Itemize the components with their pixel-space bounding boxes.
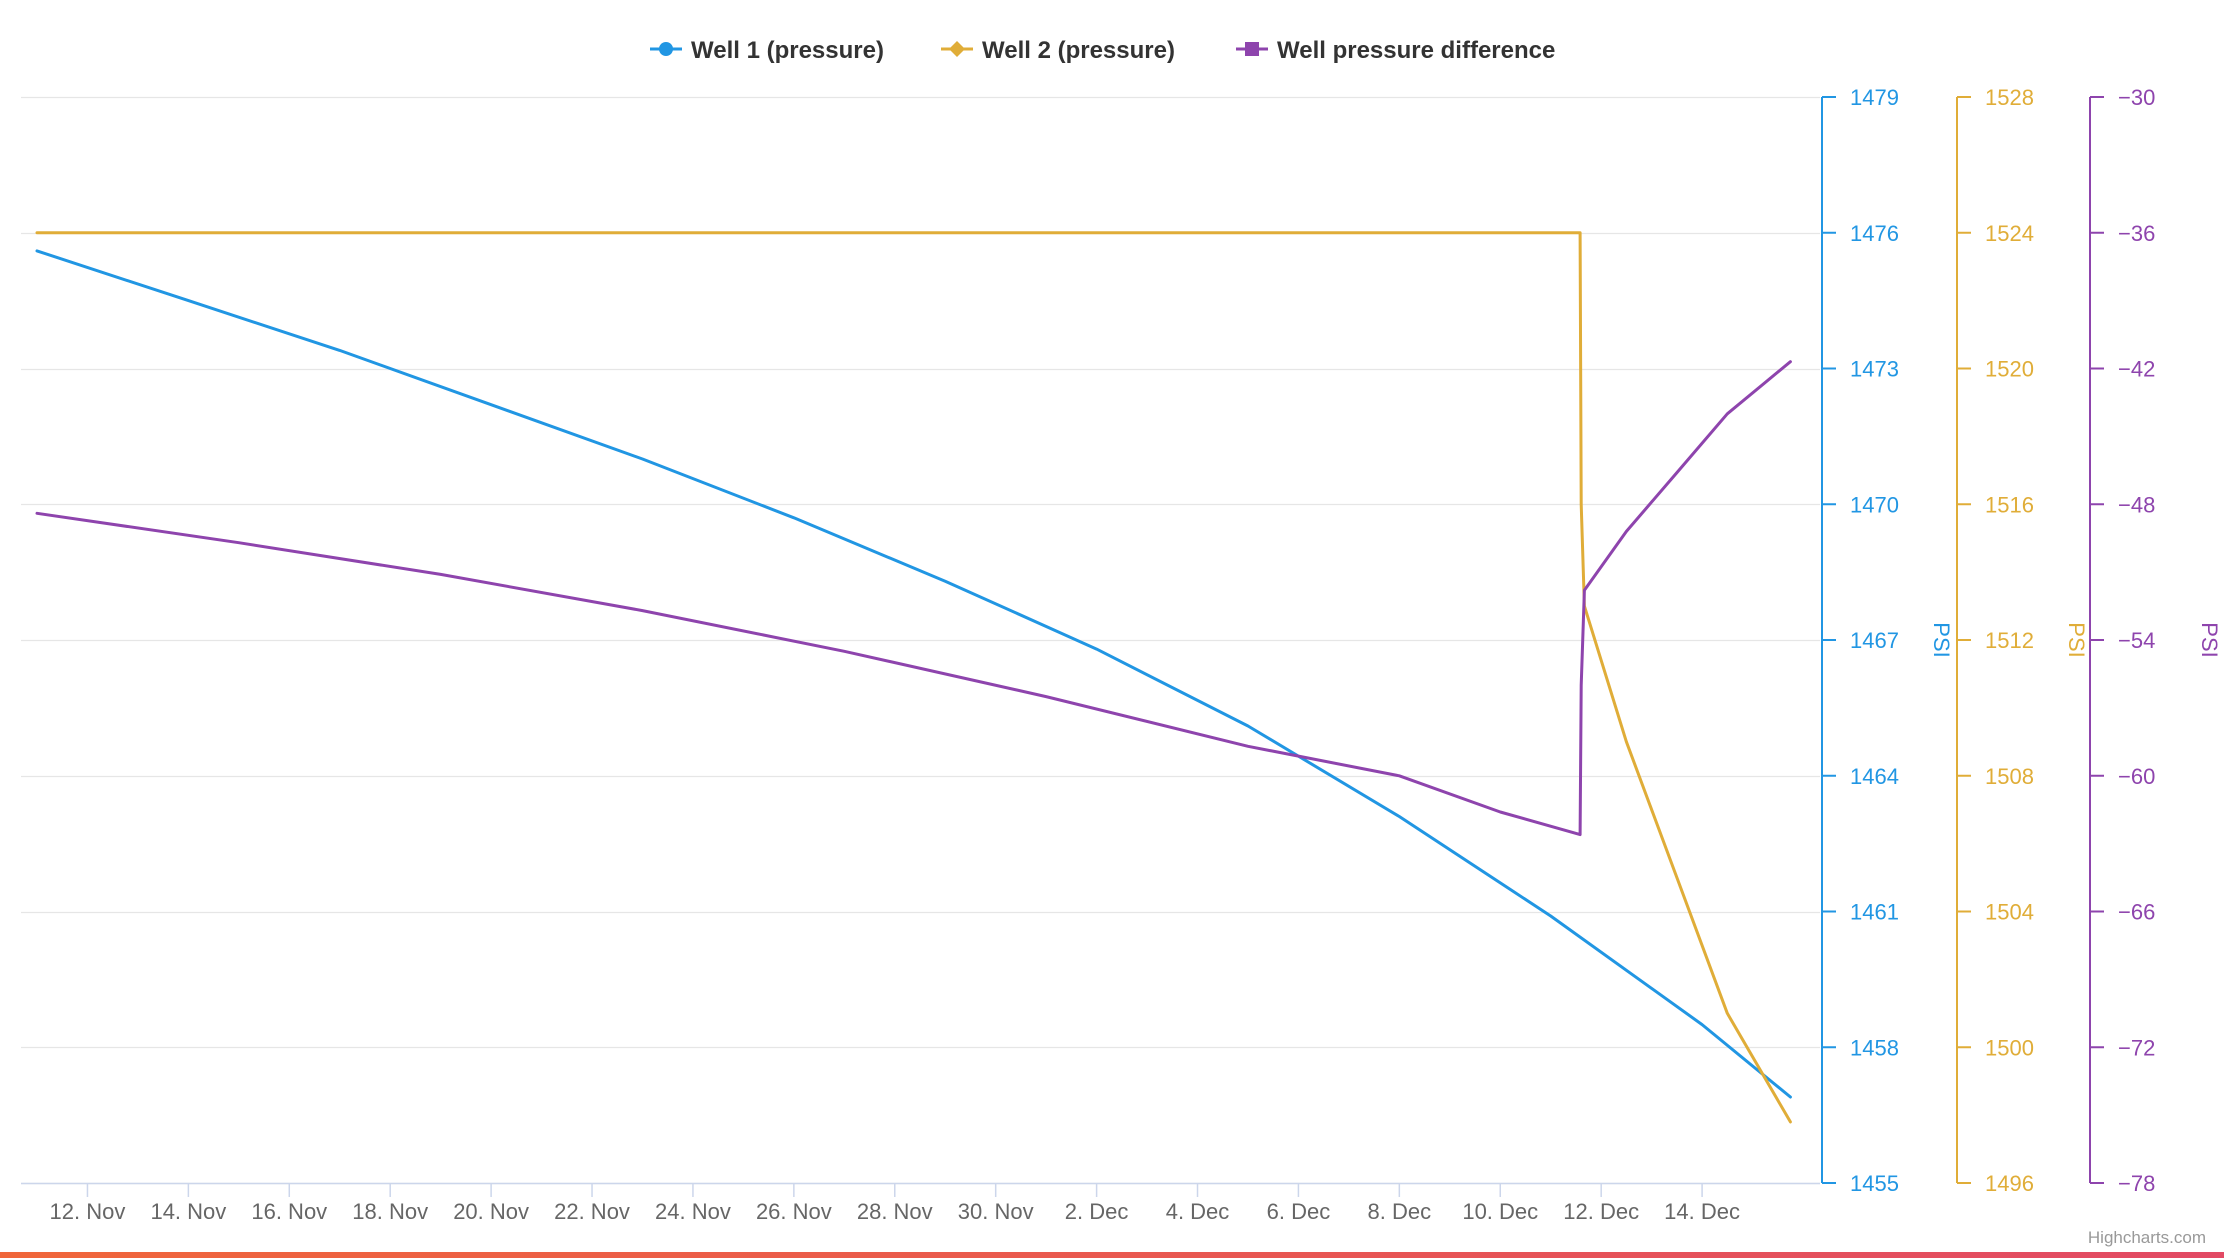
legend-item-2[interactable]: Well 2 (pressure) (941, 37, 1175, 64)
y-tick-label: 1476 (1850, 221, 1899, 246)
y-tick-label: −54 (2118, 628, 2155, 653)
y-tick-label: 1470 (1850, 492, 1899, 517)
grid (21, 96, 1820, 1185)
y-tick-label: 1479 (1850, 85, 1899, 110)
y-tick-label: −60 (2118, 764, 2155, 789)
y-axis-title: PSI (1929, 622, 1954, 657)
x-axis: 12. Nov 14. Nov 16. Nov 18. Nov 20. Nov 22. N… (21, 1182, 1820, 1224)
y-tick-label: −66 (2118, 900, 2155, 925)
x-tick-label: 24. Nov (655, 1199, 731, 1224)
x-tick-label: 18. Nov (352, 1199, 428, 1224)
legend-label: Well pressure difference (1277, 37, 1555, 64)
x-tick-label: 6. Dec (1267, 1199, 1331, 1224)
legend-label: Well 1 (pressure) (691, 37, 884, 64)
y-tick-label: 1473 (1850, 357, 1899, 382)
y-tick-label: 1500 (1985, 1035, 2034, 1060)
y-axis-title: PSI (2064, 622, 2089, 657)
credits[interactable]: Highcharts.com (2088, 1228, 2206, 1247)
series-line-3 (35, 360, 1792, 837)
x-tick-label: 2. Dec (1065, 1199, 1129, 1224)
y-axis-1: 1455 1458 1461 1464 1467 1470 1473 1476 1479 PSI (1821, 85, 1954, 1196)
legend-diamond-marker (949, 41, 965, 57)
y-tick-label: 1528 (1985, 85, 2034, 110)
y-tick-label: 1461 (1850, 900, 1899, 925)
y-tick-label: −36 (2118, 221, 2155, 246)
y-tick-label: −48 (2118, 492, 2155, 517)
x-tick-label: 14. Dec (1664, 1199, 1740, 1224)
y-tick-label: −72 (2118, 1035, 2155, 1060)
y-tick-label: 1496 (1985, 1171, 2034, 1196)
y-tick-label: 1467 (1850, 628, 1899, 653)
x-tick-label: 12. Dec (1563, 1199, 1639, 1224)
y-tick-label: 1464 (1850, 764, 1899, 789)
x-tick-label: 22. Nov (554, 1199, 630, 1224)
x-tick-label: 20. Nov (453, 1199, 529, 1224)
y-tick-label: 1524 (1985, 221, 2034, 246)
x-tick-label: 8. Dec (1368, 1199, 1432, 1224)
y-axis-title: PSI (2197, 622, 2222, 657)
y-tick-label: 1455 (1850, 1171, 1899, 1196)
x-tick-label: 10. Dec (1462, 1199, 1538, 1224)
y-tick-label: 1512 (1985, 628, 2034, 653)
y-tick-label: 1516 (1985, 492, 2034, 517)
y-tick-label: 1520 (1985, 357, 2034, 382)
x-tick-label: 14. Nov (150, 1199, 226, 1224)
x-tick-label: 30. Nov (958, 1199, 1034, 1224)
series-layer (35, 231, 1792, 1124)
x-tick-label: 4. Dec (1166, 1199, 1230, 1224)
y-tick-label: 1508 (1985, 764, 2034, 789)
y-axis-3: −78 −72 −66 −60 −54 −48 −42 −36 −30 PSI (2089, 85, 2222, 1196)
series-line-2 (35, 231, 1792, 1124)
x-tick-label: 16. Nov (251, 1199, 327, 1224)
y-tick-label: −42 (2118, 357, 2155, 382)
y-axes: 145514581461146414671470147314761479PSI1… (1821, 85, 2222, 1196)
x-tick-label: 28. Nov (857, 1199, 933, 1224)
legend-label: Well 2 (pressure) (982, 37, 1175, 64)
legend-circle-marker (659, 42, 673, 56)
legend-item-3[interactable]: Well pressure difference (1236, 37, 1555, 64)
x-tick-label: 12. Nov (50, 1199, 126, 1224)
y-tick-label: −30 (2118, 85, 2155, 110)
y-tick-label: 1458 (1850, 1035, 1899, 1060)
y-axis-2: 1496 1500 1504 1508 1512 1516 1520 1524 1528 PSI (1956, 85, 2089, 1196)
series-line-1 (35, 249, 1792, 1099)
legend-square-marker (1245, 42, 1259, 56)
legend[interactable]: Well 1 (pressure) Well 2 (pressure) Well p… (650, 37, 1555, 64)
y-tick-label: −78 (2118, 1171, 2155, 1196)
legend-item-1[interactable]: Well 1 (pressure) (650, 37, 884, 64)
bottom-accent-bar (0, 1252, 2224, 1258)
y-tick-label: 1504 (1985, 900, 2034, 925)
x-tick-label: 26. Nov (756, 1199, 832, 1224)
